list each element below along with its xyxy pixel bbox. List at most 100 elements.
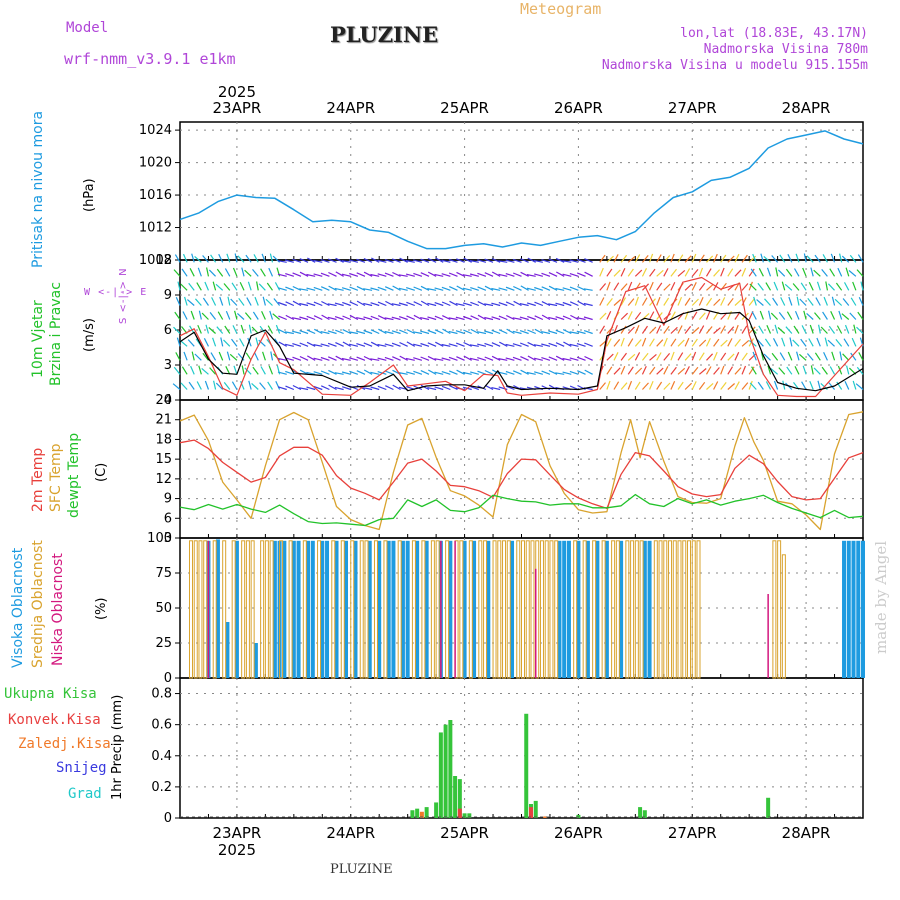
wind-barb — [210, 352, 217, 361]
wind-barb — [491, 342, 501, 347]
wind-barb — [224, 325, 231, 334]
wind-barb — [663, 255, 671, 263]
temp-sfc-line — [179, 411, 864, 531]
wind-barb — [576, 258, 586, 263]
wind-barb — [341, 357, 351, 361]
wind-barb — [434, 358, 444, 361]
wind-barb — [371, 257, 380, 263]
wind-barb — [320, 259, 330, 263]
wind-barb — [392, 384, 401, 391]
wind-barb — [470, 386, 480, 391]
day-label-bottom: 24APR — [326, 824, 375, 842]
cloud-mid-bar — [250, 540, 255, 679]
wind-barb — [484, 369, 494, 375]
wind-barb — [455, 342, 465, 347]
wind-barb — [828, 382, 836, 390]
wind-barb — [705, 297, 713, 306]
wind-barb — [663, 283, 671, 291]
wind-barb — [839, 253, 843, 263]
wind-barb — [399, 355, 408, 361]
cloud-high-bar — [566, 540, 571, 678]
wind-barb — [841, 255, 850, 263]
wind-barb — [398, 302, 408, 307]
wind-barb — [342, 386, 351, 391]
wind-barb — [548, 258, 558, 263]
wind-barb — [277, 357, 287, 361]
wind-barb — [606, 366, 613, 375]
wind-barb — [327, 316, 337, 321]
wind-barb — [505, 385, 515, 391]
cloud-mid-bar — [554, 540, 559, 679]
wind-barb — [809, 324, 814, 334]
wind-barb — [835, 339, 843, 347]
wind-barb — [349, 357, 359, 361]
wind-barb — [267, 325, 274, 334]
wind-barb — [656, 339, 664, 347]
wind-barb — [713, 338, 720, 347]
wind-barb — [241, 267, 245, 277]
wind-barb — [656, 254, 662, 263]
cloud-mid-bar — [639, 540, 644, 679]
wind-barb — [356, 384, 366, 391]
wind-barb — [752, 351, 757, 361]
wind-barb — [406, 328, 416, 335]
wind-barb — [842, 353, 850, 361]
wind-barb — [470, 301, 480, 307]
wind-barb — [727, 383, 735, 390]
cloud-mid-bar — [203, 540, 208, 679]
wind-barb — [427, 342, 437, 347]
wind-barb — [786, 366, 793, 375]
wind-barb — [232, 267, 238, 277]
cloud-high-bar — [282, 540, 287, 678]
cloud-high-bar — [386, 540, 391, 678]
wind-barb — [705, 310, 711, 320]
wind-barb — [491, 387, 501, 391]
y-tick-label: 0.2 — [151, 780, 172, 795]
wind-barb — [627, 255, 636, 263]
wind-barb — [342, 329, 352, 335]
precip-total-bar — [424, 807, 429, 818]
wind-barb — [763, 353, 771, 361]
y-tick-label: 0 — [164, 811, 172, 826]
wind-barb — [327, 303, 337, 307]
wind-barb — [829, 268, 836, 277]
wind-barb — [765, 282, 772, 291]
wind-barb — [275, 381, 281, 390]
day-label-top: 27APR — [668, 99, 717, 117]
wind-barb — [649, 311, 655, 320]
wind-barb — [356, 258, 366, 263]
wind-barb — [533, 344, 543, 347]
year-label-top: 2025 — [218, 83, 256, 101]
wind-barb — [541, 314, 551, 321]
wind-barb — [720, 325, 726, 334]
wind-barb — [378, 328, 387, 335]
wind-barb — [620, 283, 628, 291]
wind-barb — [656, 367, 664, 375]
wind-barb — [691, 366, 699, 375]
wind-barb — [349, 314, 359, 321]
wind-barb — [335, 342, 344, 347]
wind-barb — [179, 340, 188, 347]
wind-barb — [268, 267, 274, 277]
wind-barb — [505, 259, 515, 263]
wind-barb — [217, 311, 224, 320]
wind-barb — [759, 310, 764, 320]
wind-barb — [241, 365, 245, 375]
wind-barb — [239, 338, 245, 347]
wind-barb — [584, 271, 593, 277]
wind-barb — [356, 356, 366, 361]
y-tick-label: 18 — [155, 432, 172, 447]
cloud-high-bar — [377, 540, 382, 678]
footer-station: PLUZINE — [330, 862, 393, 877]
wind-barb — [505, 370, 515, 375]
wind-barb — [713, 327, 721, 334]
wind-barb — [463, 329, 472, 335]
wind-barb — [713, 351, 718, 361]
wind-barb — [505, 273, 515, 277]
cloud-low-bar — [440, 540, 442, 678]
wind-barb — [212, 281, 217, 291]
wind-barb — [306, 315, 316, 321]
wind-barb — [306, 287, 316, 291]
wind-barb — [370, 315, 380, 321]
wind-barb — [684, 268, 691, 277]
